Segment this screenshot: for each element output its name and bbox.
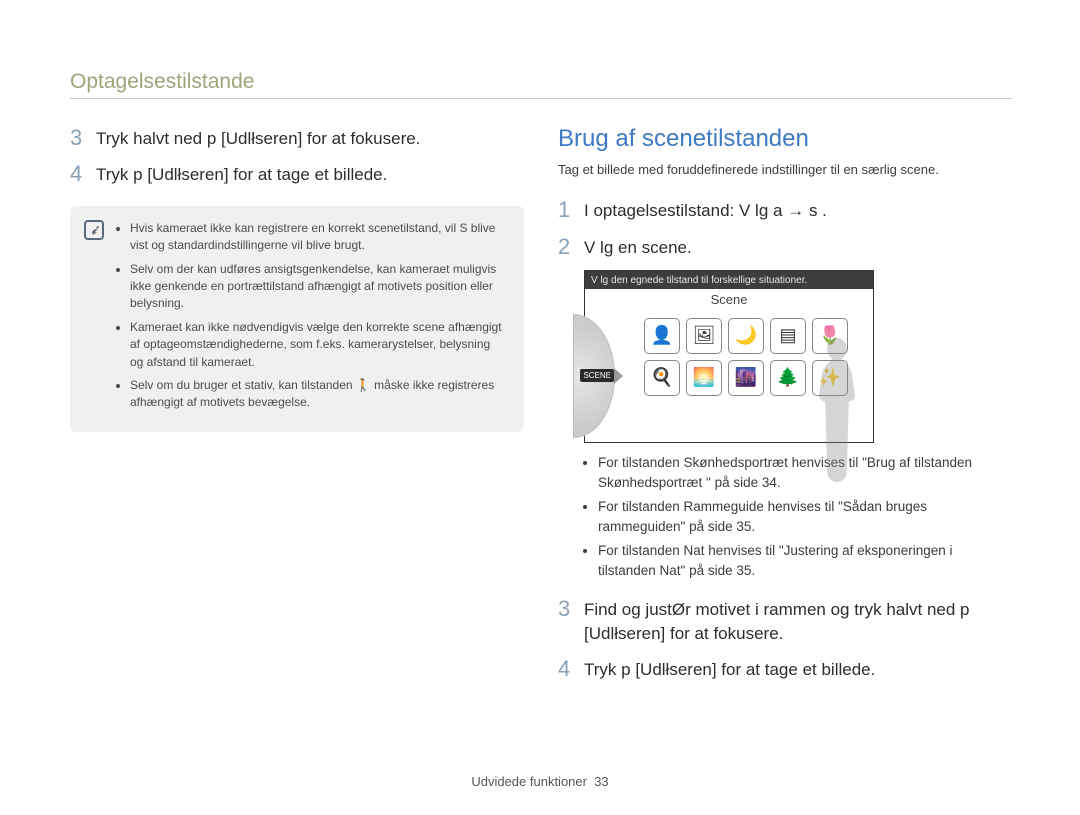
right-step-3: 3 Find og justØr motivet i rammen og try… <box>558 596 1012 646</box>
step-number: 1 <box>558 197 584 223</box>
arrow-icon: → <box>787 201 809 220</box>
scene-icon-frame[interactable]: 🖼 <box>686 318 722 354</box>
left-step-3: 3 Tryk halvt ned p [Udlłseren] for at fo… <box>70 125 524 151</box>
right-column: Brug af scenetilstanden Tag et billede m… <box>558 125 1012 692</box>
step-text: Tryk halvt ned p [Udlłseren] for at foku… <box>96 125 420 151</box>
step1-suffix: s . <box>809 201 827 220</box>
screen-tip: V lg den egnede tilstand til forskellige… <box>585 271 873 289</box>
note-box: 𝓲 Hvis kameraet ikke kan registrere en k… <box>70 206 524 432</box>
step-text: Find og justØr motivet i rammen og tryk … <box>584 596 1012 646</box>
step-number: 3 <box>70 125 96 151</box>
scene-icon-landscape[interactable]: 🌲 <box>770 360 806 396</box>
scene-icon-night[interactable]: 🌙 <box>728 318 764 354</box>
left-column: 3 Tryk halvt ned p [Udlłseren] for at fo… <box>70 125 524 692</box>
scene-icon-dawn[interactable]: 🌆 <box>728 360 764 396</box>
note-item: Hvis kameraet ikke kan registrere en kor… <box>130 220 506 255</box>
screen-title: Scene <box>585 289 873 310</box>
scene-icon-text[interactable]: ▤ <box>770 318 806 354</box>
footer-section: Udvidede funktioner <box>471 774 587 789</box>
step-number: 4 <box>558 656 584 682</box>
step-text: Tryk p [Udlłseren] for at tage et billed… <box>96 161 387 187</box>
page-header-title: Optagelsestilstande <box>70 70 1012 99</box>
reference-list: For tilstanden Skønhedsportræt henvises … <box>558 453 1012 580</box>
scene-icon-portrait[interactable]: 👤 <box>644 318 680 354</box>
step-text: V lg en scene. <box>584 234 692 260</box>
step1-prefix: I optagelsestilstand: V lg a <box>584 201 782 220</box>
step-text: Tryk p [Udlłseren] for at tage et billed… <box>584 656 875 682</box>
reference-item: For tilstanden Skønhedsportræt henvises … <box>598 453 1012 492</box>
right-step-4: 4 Tryk p [Udlłseren] for at tage et bill… <box>558 656 1012 682</box>
note-item: Selv om du bruger et stativ, kan tilstan… <box>130 377 506 412</box>
chevron-right-icon <box>614 368 623 384</box>
camera-screen: V lg den egnede tilstand til forskellige… <box>584 270 874 443</box>
scene-badge: SCENE <box>580 369 614 382</box>
section-subtitle: Tag et billede med foruddefinerede indst… <box>558 161 1012 179</box>
step-text: I optagelsestilstand: V lg a → s . <box>584 197 827 223</box>
step-number: 3 <box>558 596 584 622</box>
scene-icon-sunset[interactable]: 🌅 <box>686 360 722 396</box>
step-number: 4 <box>70 161 96 187</box>
left-step-4: 4 Tryk p [Udlłseren] for at tage et bill… <box>70 161 524 187</box>
footer-page-number: 33 <box>594 774 608 789</box>
reference-item: For tilstanden Rammeguide henvises til "… <box>598 497 1012 536</box>
section-title: Brug af scenetilstanden <box>558 125 1012 153</box>
person-silhouette-icon <box>807 336 867 484</box>
scene-icon-food[interactable]: 🍳 <box>644 360 680 396</box>
note-item: Selv om der kan udføres ansigtsgenkendel… <box>130 261 506 313</box>
step-number: 2 <box>558 234 584 260</box>
page-footer: Udvidede funktioner 33 <box>0 774 1080 789</box>
reference-item: For tilstanden Nat henvises til "Justeri… <box>598 541 1012 580</box>
screen-body: SCENE 👤 🖼 🌙 ▤ 🌷 🍳 🌅 🌆 🌲 ✨ <box>585 310 873 442</box>
right-step-2: 2 V lg en scene. <box>558 234 1012 260</box>
right-step-1: 1 I optagelsestilstand: V lg a → s . <box>558 197 1012 223</box>
note-icon: 𝓲 <box>84 220 104 240</box>
mode-dial: SCENE <box>573 314 615 438</box>
note-list: Hvis kameraet ikke kan registrere en kor… <box>116 220 506 418</box>
note-item: Kameraet kan ikke nødvendigvis vælge den… <box>130 319 506 371</box>
